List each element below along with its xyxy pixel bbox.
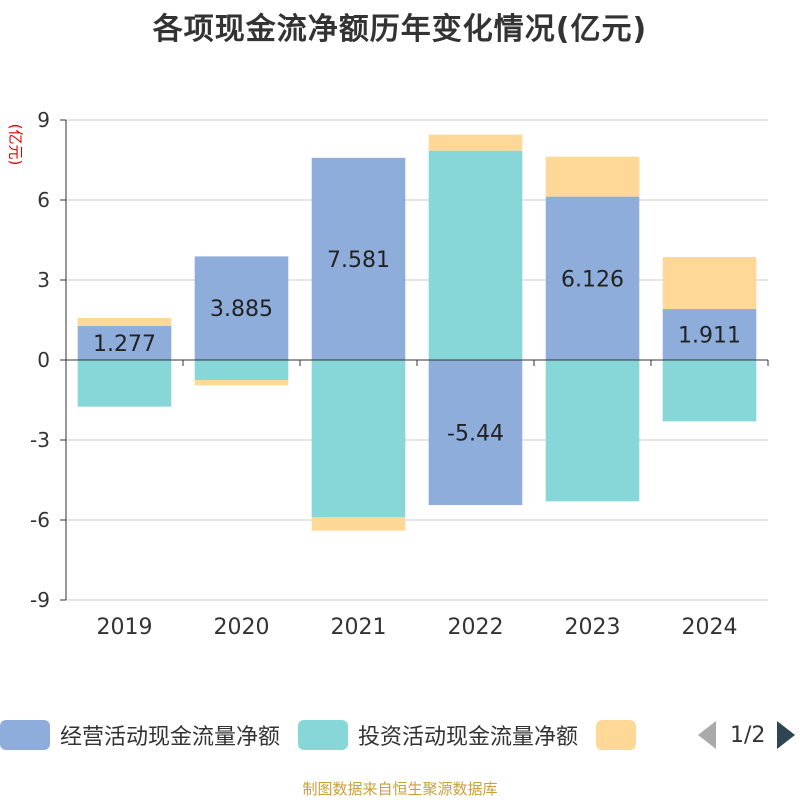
legend: 经营活动现金流量净额 投资活动现金流量净额 <box>0 716 800 754</box>
bar-operating-2021 <box>311 157 406 360</box>
x-tick-label-2019: 2019 <box>97 615 153 640</box>
y-tick-label: -3 <box>30 428 50 452</box>
legend-swatch-investing <box>298 720 349 750</box>
chart-title: 各项现金流净额历年变化情况(亿元) <box>152 12 648 47</box>
legend-swatch-operating <box>0 720 50 750</box>
bar-financing-2019 <box>77 317 172 326</box>
bar-operating-2024 <box>662 309 757 360</box>
bar-investing-2024 <box>662 360 757 422</box>
bar-financing-2021 <box>311 517 406 531</box>
y-tick-label: 6 <box>37 188 50 212</box>
data-source-note: 制图数据来自恒生聚源数据库 <box>302 780 498 798</box>
legend-label-investing: 投资活动现金流量净额 <box>358 725 579 750</box>
legend-next-page-icon[interactable] <box>777 721 796 749</box>
data-label-2023: 6.126 <box>561 267 624 292</box>
y-tick-label: -9 <box>30 588 50 612</box>
bar-operating-2023 <box>545 196 640 360</box>
legend-item-operating[interactable]: 经营活动现金流量净额 <box>0 719 280 751</box>
bar-operating-2019 <box>77 325 172 360</box>
bar-financing-2022 <box>428 134 523 151</box>
x-tick-label-2022: 2022 <box>448 615 504 640</box>
legend-item-financing[interactable] <box>596 720 637 750</box>
bar-investing-2019 <box>77 360 172 407</box>
data-label-2022: -5.44 <box>447 422 504 447</box>
legend-pager: 1/2 <box>698 716 796 754</box>
bar-financing-2023 <box>545 156 640 197</box>
data-label-2021: 7.581 <box>327 248 390 273</box>
bar-chart: 9 6 3 0 -3 -6 -9 1.277 3.885 7.581 -5.44 6.126 1.911… <box>30 108 769 640</box>
legend-swatch-financing <box>596 720 637 750</box>
y-tick-label: 3 <box>37 268 50 292</box>
legend-page-indicator: 1/2 <box>730 722 766 748</box>
bar-financing-2024 <box>662 257 757 310</box>
data-label-2020: 3.885 <box>210 297 273 322</box>
x-tick-label-2023: 2023 <box>565 615 621 640</box>
legend-label-operating: 经营活动现金流量净额 <box>60 725 281 750</box>
legend-prev-page-icon[interactable] <box>698 721 716 749</box>
legend-item-investing[interactable]: 投资活动现金流量净额 <box>298 719 578 751</box>
bar-investing-2020 <box>194 360 289 380</box>
data-label-2024: 1.911 <box>678 324 741 349</box>
bar-investing-2023 <box>545 360 640 502</box>
bar-financing-2020 <box>194 380 289 386</box>
data-label-2019: 1.277 <box>93 332 156 357</box>
x-tick-label-2020: 2020 <box>214 615 270 640</box>
bar-operating-2022 <box>428 360 523 506</box>
y-tick-label: -6 <box>30 508 50 532</box>
bar-investing-2022 <box>428 150 523 360</box>
bar-investing-2021 <box>311 360 406 518</box>
bar-operating-2020 <box>194 256 289 360</box>
x-tick-label-2021: 2021 <box>331 615 387 640</box>
y-tick-label: 0 <box>37 348 50 372</box>
x-tick-label-2024: 2024 <box>682 615 738 640</box>
y-tick-label: 9 <box>37 108 50 132</box>
